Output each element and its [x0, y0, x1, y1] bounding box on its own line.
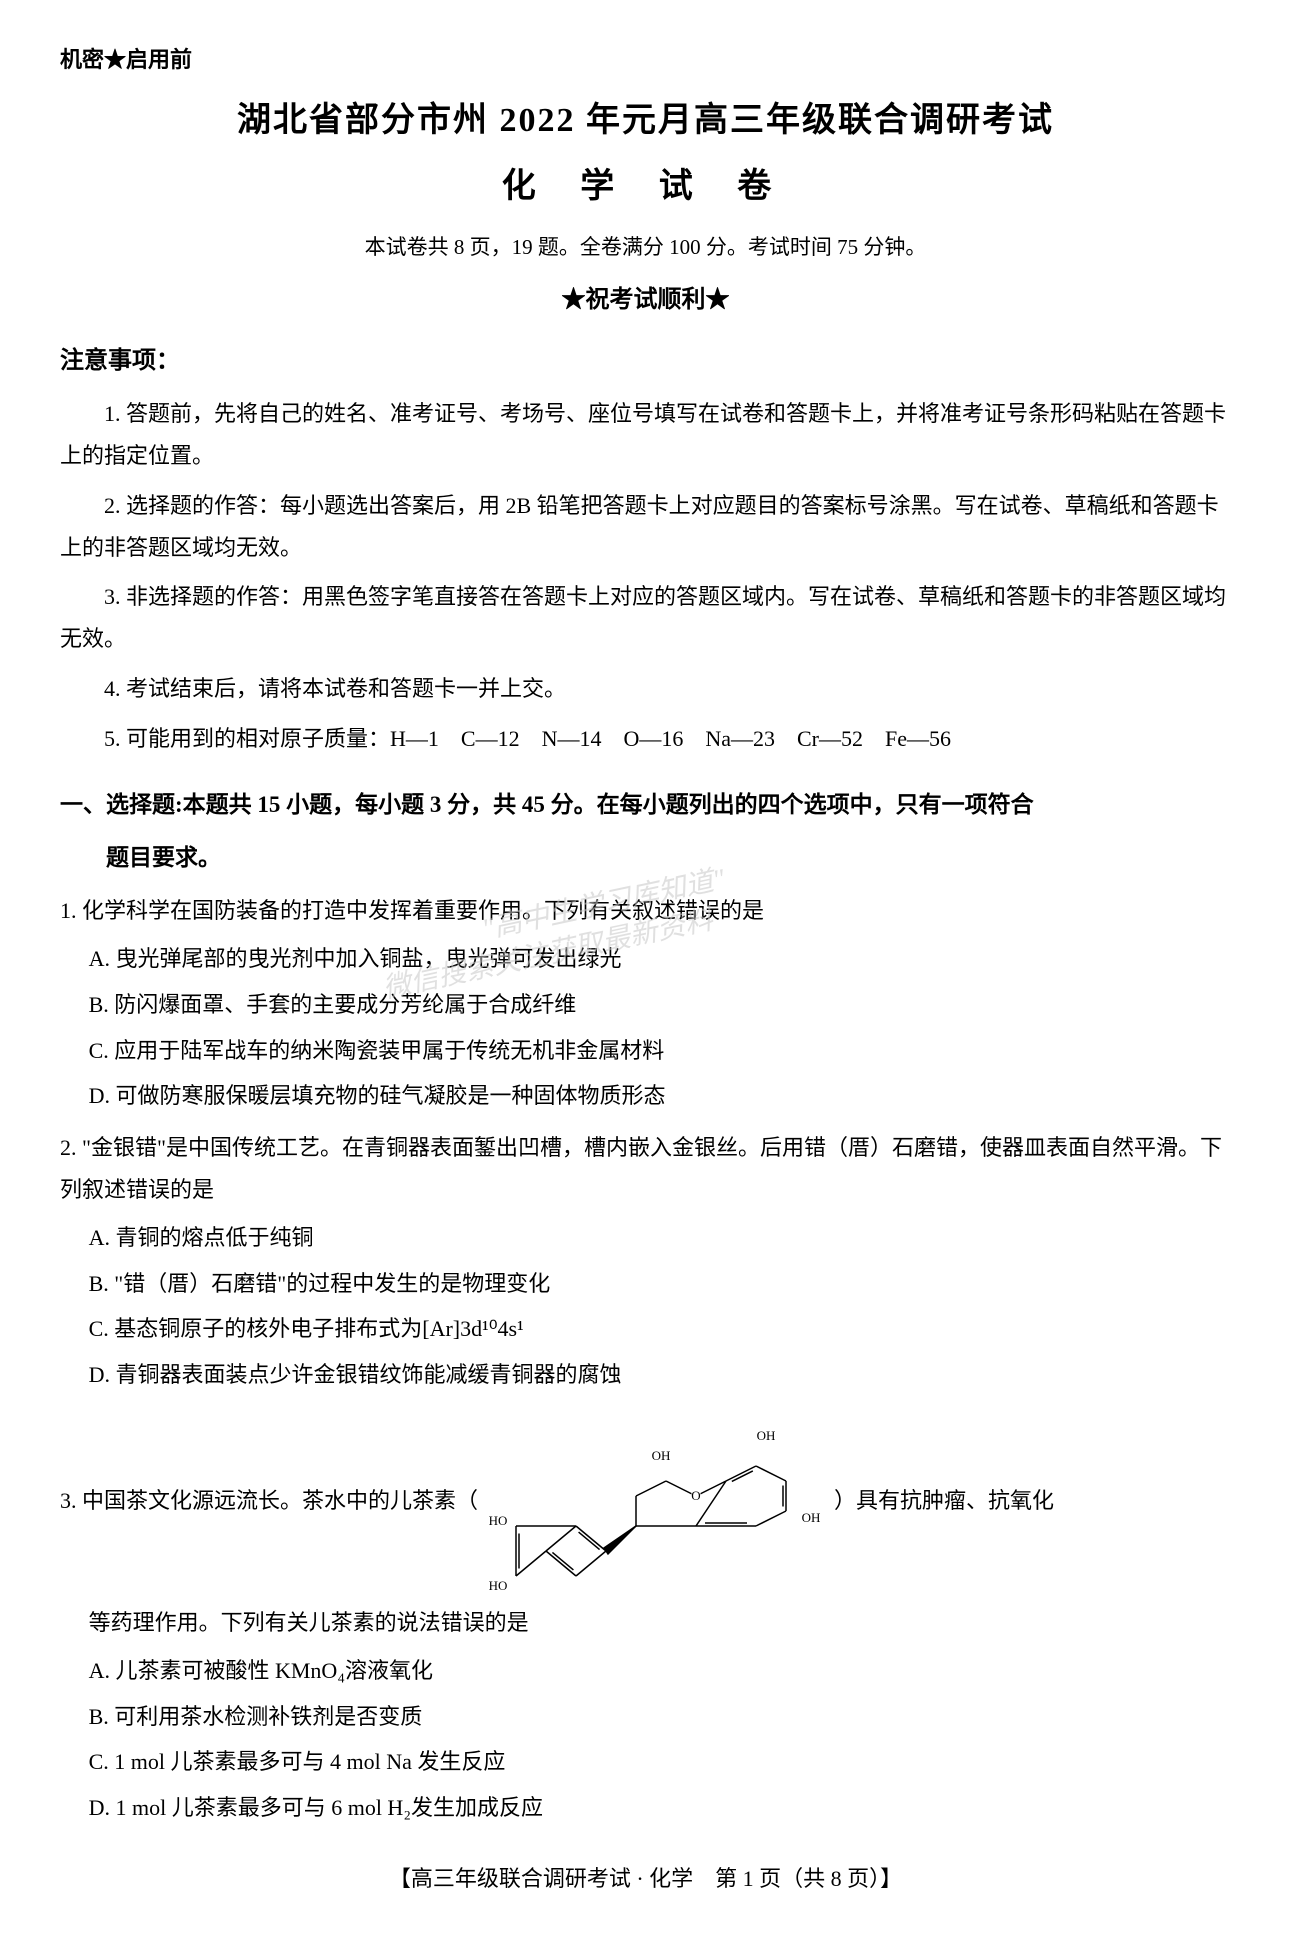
q3-stem-left: 3. 中国茶文化源远流长。茶水中的儿茶素（ — [60, 1481, 478, 1521]
instruction-2: 2. 选择题的作答：每小题选出答案后，用 2B 铅笔把答题卡上对应题目的答案标号… — [60, 485, 1231, 569]
q3-stem-right: ）具有抗肿瘤、抗氧化 — [834, 1481, 1054, 1521]
q3-option-d: D. 1 mol 儿茶素最多可与 6 mol H₂发生加成反应 — [89, 1787, 1231, 1829]
q3-stem-row: 3. 中国茶文化源远流长。茶水中的儿茶素（ HO HO O OH OH OH ）具有抗肿瘤… — [60, 1406, 1231, 1596]
q2-option-c: C. 基态铜原子的核外电子排布式为[Ar]3d¹⁰4s¹ — [89, 1308, 1231, 1350]
svg-text:O: O — [691, 1488, 700, 1503]
q1-option-d: D. 可做防寒服保暖层填充物的硅气凝胶是一种固体物质形态 — [89, 1075, 1231, 1117]
notice-heading: 注意事项： — [60, 340, 1231, 383]
instruction-1: 1. 答题前，先将自己的姓名、准考证号、考场号、座位号填写在试卷和答题卡上，并将… — [60, 393, 1231, 477]
part1-heading-cont: 题目要求。 — [106, 837, 1231, 878]
q1-stem: 1. 化学科学在国防装备的打造中发挥着重要作用。下列有关叙述错误的是 — [60, 890, 1231, 932]
q3-option-a: A. 儿茶素可被酸性 KMnO₄溶液氧化 — [89, 1650, 1231, 1692]
instruction-3: 3. 非选择题的作答：用黑色签字笔直接答在答题卡上对应的答题区域内。写在试卷、草… — [60, 576, 1231, 660]
svg-text:OH: OH — [802, 1510, 821, 1525]
q2-stem: 2. "金银错"是中国传统工艺。在青铜器表面錾出凹槽，槽内嵌入金银丝。后用错（厝… — [60, 1127, 1231, 1211]
part1-heading: 一、选择题:本题共 15 小题，每小题 3 分，共 45 分。在每小题列出的四个… — [60, 784, 1231, 825]
svg-text:HO: HO — [489, 1513, 508, 1528]
q2-option-d: D. 青铜器表面装点少许金银错纹饰能减缓青铜器的腐蚀 — [89, 1354, 1231, 1396]
instruction-4: 4. 考试结束后，请将本试卷和答题卡一并上交。 — [60, 668, 1231, 710]
exam-title-main: 湖北省部分市州 2022 年元月高三年级联合调研考试 — [60, 90, 1231, 151]
confidential-mark: 机密★启用前 — [60, 40, 1231, 80]
q1-option-b: B. 防闪爆面罩、手套的主要成分芳纶属于合成纤维 — [89, 984, 1231, 1026]
exam-info: 本试卷共 8 页，19 题。全卷满分 100 分。考试时间 75 分钟。 — [60, 229, 1231, 267]
watermark-region: "高中生学习库知道" 微信搜索关注获取最新资料 1. 化学科学在国防装备的打造中… — [60, 890, 1231, 1117]
page-footer: 【高三年级联合调研考试 · 化学 第 1 页（共 8 页）】 — [60, 1859, 1231, 1899]
svg-text:HO: HO — [489, 1578, 508, 1593]
q2-option-a: A. 青铜的熔点低于纯铜 — [89, 1217, 1231, 1259]
q3-option-c: C. 1 mol 儿茶素最多可与 4 mol Na 发生反应 — [89, 1741, 1231, 1783]
q2-option-b: B. "错（厝）石磨错"的过程中发生的是物理变化 — [89, 1263, 1231, 1305]
q1-option-c: C. 应用于陆军战车的纳米陶瓷装甲属于传统无机非金属材料 — [89, 1030, 1231, 1072]
atomic-mass-list: 5. 可能用到的相对原子质量：H—1 C—12 N—14 O—16 Na—23 … — [60, 718, 1231, 760]
q3-option-b: B. 可利用茶水检测补铁剂是否变质 — [89, 1696, 1231, 1738]
svg-text:OH: OH — [757, 1428, 776, 1443]
svg-text:OH: OH — [652, 1448, 671, 1463]
q3-stem-cont: 等药理作用。下列有关儿茶素的说法错误的是 — [89, 1602, 1231, 1644]
q1-option-a: A. 曳光弹尾部的曳光剂中加入铜盐，曳光弹可发出绿光 — [89, 938, 1231, 980]
good-luck-message: ★祝考试顺利★ — [60, 279, 1231, 322]
catechin-molecule-icon: HO HO O OH OH OH — [486, 1406, 826, 1596]
exam-title-subject: 化 学 试 卷 — [60, 156, 1231, 217]
